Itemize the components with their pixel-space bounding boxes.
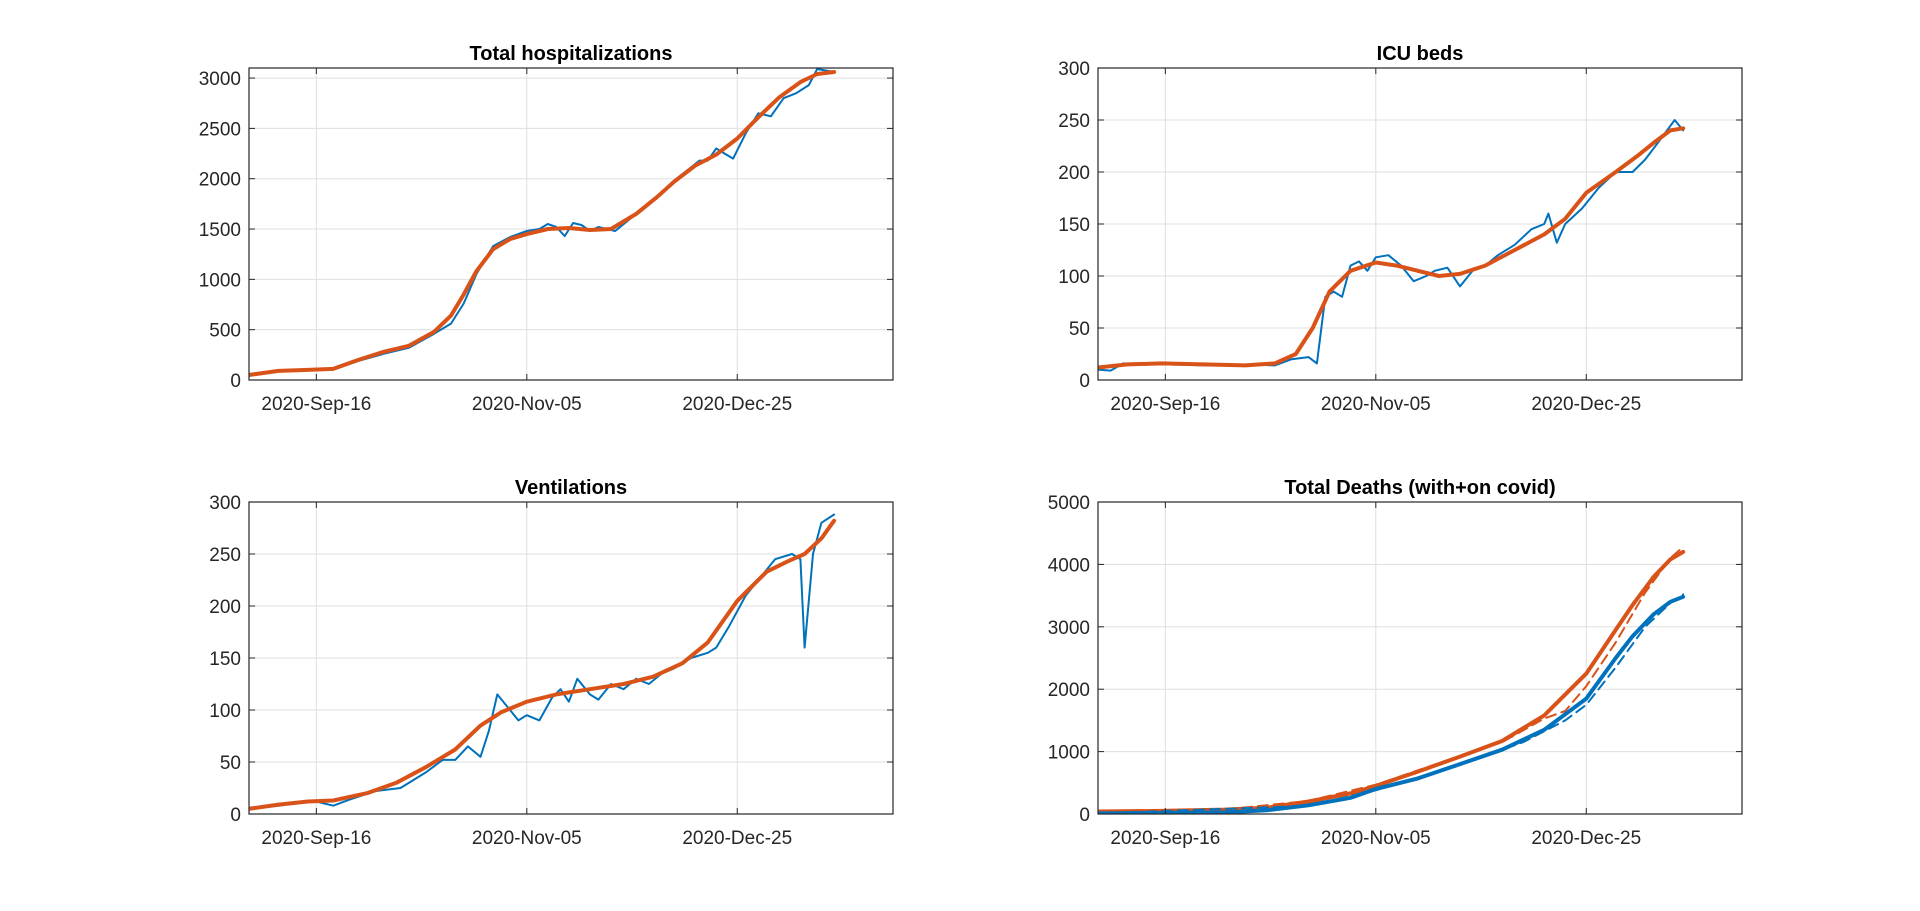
x-tick-label: 2020-Nov-05 <box>1321 828 1431 849</box>
y-tick-label: 2000 <box>199 170 241 191</box>
x-tick-label: 2020-Dec-25 <box>1531 394 1641 415</box>
y-tick-label: 100 <box>209 701 241 722</box>
y-tick-label: 2000 <box>1048 680 1090 701</box>
series-line-1 <box>249 70 837 377</box>
y-tick-label: 200 <box>1058 163 1090 184</box>
y-tick-label: 1000 <box>199 270 241 291</box>
chart-title-total-deaths-with-on-covid: Total Deaths (with+on covid) <box>1284 477 1555 499</box>
series-line-3-dashed <box>1098 593 1685 814</box>
y-tick-label: 0 <box>1079 371 1090 392</box>
x-tick-label: 2020-Dec-25 <box>1531 828 1641 849</box>
y-tick-label: 50 <box>1069 319 1090 340</box>
chart-title-ventilations: Ventilations <box>515 477 627 499</box>
y-tick-label: 150 <box>1058 215 1090 236</box>
y-tick-label: 0 <box>230 371 241 392</box>
x-tick-label: 2020-Nov-05 <box>1321 394 1431 415</box>
plot-area <box>1098 502 1742 814</box>
y-tick-label: 300 <box>1058 59 1090 80</box>
series-line-1 <box>249 518 837 811</box>
y-tick-label: 5000 <box>1048 493 1090 514</box>
x-tick-label: 2020-Dec-25 <box>682 394 792 415</box>
chart-title-total-hospitalizations: Total hospitalizations <box>470 43 673 65</box>
y-tick-label: 0 <box>230 805 241 826</box>
axes-box <box>1097 501 1743 815</box>
y-tick-label: 300 <box>209 493 241 514</box>
y-tick-label: 50 <box>220 753 241 774</box>
subplot-icu-beds: 0 50 100 150 200 250 300 2020-Sep-16 2020-Nov-05… <box>1058 43 1743 415</box>
y-tick-label: 200 <box>209 597 241 618</box>
x-tick-label: 2020-Nov-05 <box>472 828 582 849</box>
y-tick-label: 0 <box>1079 805 1090 826</box>
y-tick-label: 250 <box>1058 111 1090 132</box>
chart-title-icu-beds: ICU beds <box>1377 43 1464 65</box>
x-tick-label: 2020-Sep-16 <box>1110 394 1220 415</box>
y-tick-label: 4000 <box>1048 555 1090 576</box>
axes-box <box>248 67 894 381</box>
y-tick-label: 1000 <box>1048 743 1090 764</box>
x-tick-label: 2020-Sep-16 <box>261 828 371 849</box>
x-tick-label: 2020-Sep-16 <box>1110 828 1220 849</box>
y-tick-label: 100 <box>1058 267 1090 288</box>
y-tick-label: 250 <box>209 545 241 566</box>
x-tick-label: 2020-Sep-16 <box>261 394 371 415</box>
subplot-total-hospitalizations: 0 500 1000 1500 2000 2500 3000 2020-Sep-16 2020-… <box>199 43 894 415</box>
y-tick-label: 2500 <box>199 119 241 140</box>
y-tick-label: 500 <box>209 321 241 342</box>
subplot-total-deaths: 0 1000 2000 3000 4000 5000 2020-Sep-16 2020-Nov… <box>1048 477 1743 849</box>
y-tick-label: 150 <box>209 649 241 670</box>
series-line-1-dashed <box>1098 545 1685 813</box>
series-line-1 <box>1098 126 1686 370</box>
y-tick-label: 1500 <box>199 220 241 241</box>
x-tick-label: 2020-Dec-25 <box>682 828 792 849</box>
y-tick-label: 3000 <box>1048 618 1090 639</box>
x-tick-label: 2020-Nov-05 <box>472 394 582 415</box>
subplot-ventilations: 0 50 100 150 200 250 300 2020-Sep-16 2020-Nov-05… <box>209 477 894 849</box>
y-tick-label: 3000 <box>199 69 241 90</box>
plot-area <box>249 68 893 380</box>
